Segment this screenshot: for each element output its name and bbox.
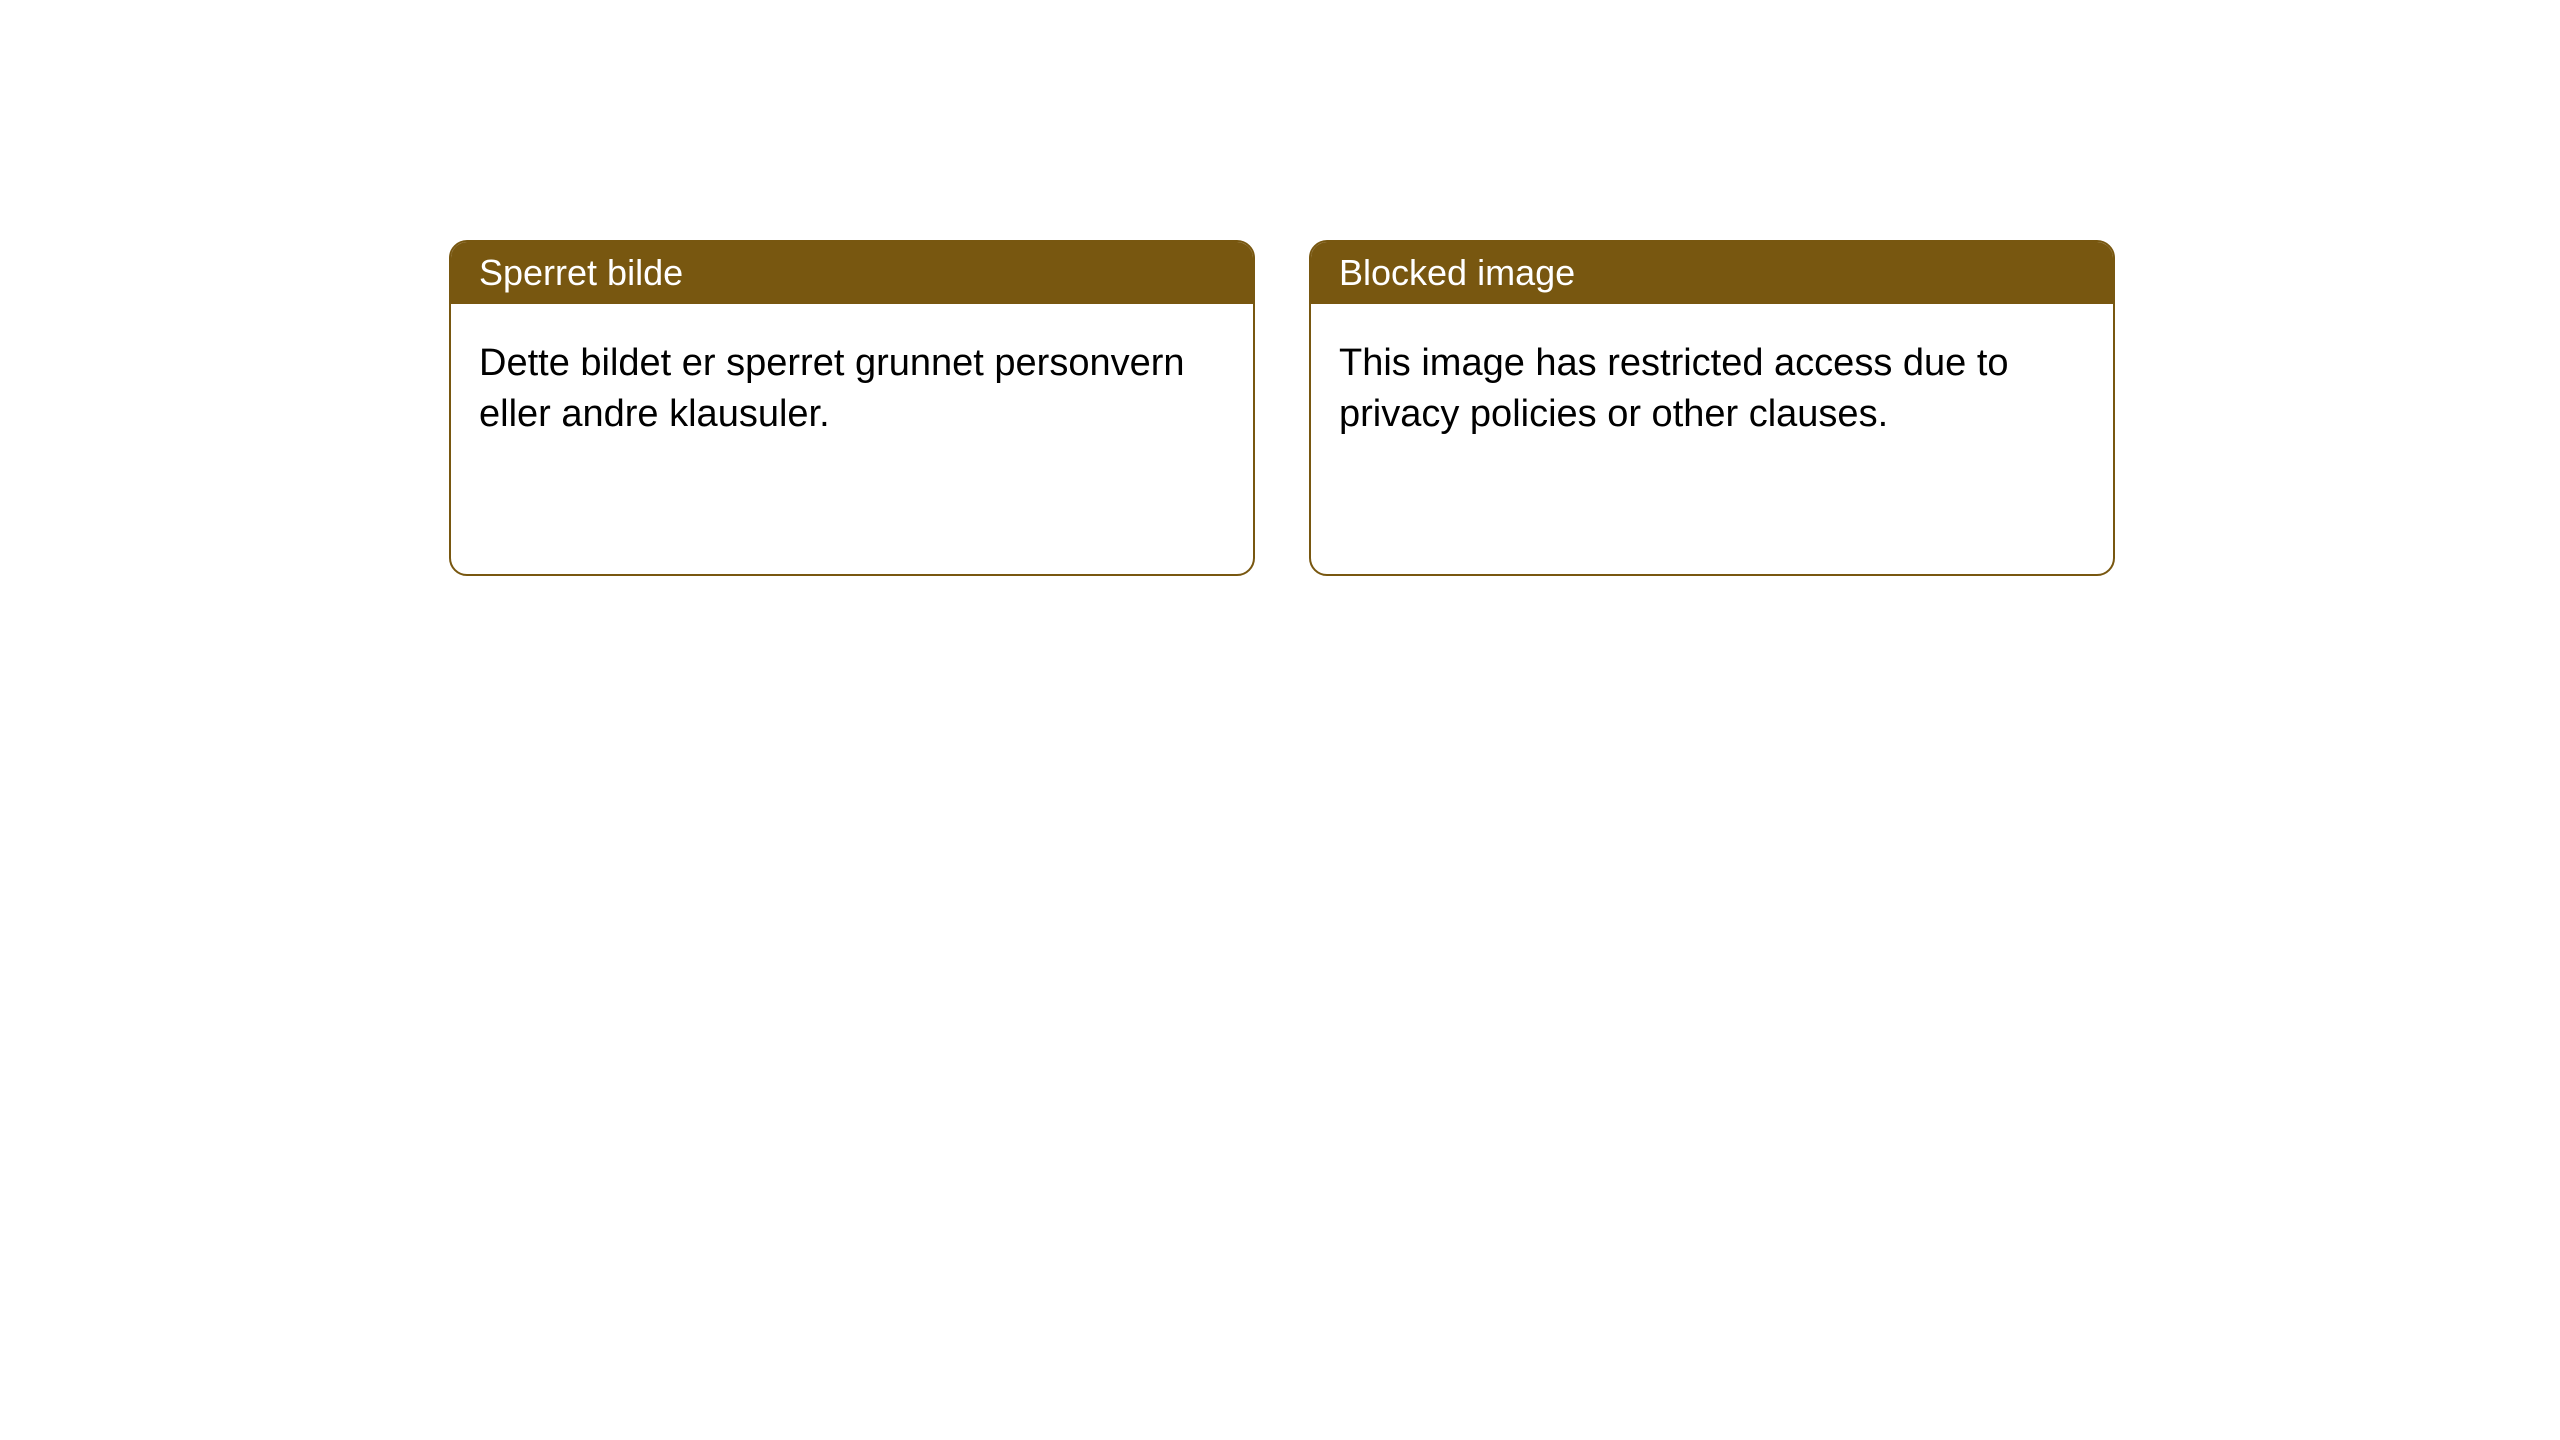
notice-card-english: Blocked image This image has restricted …: [1309, 240, 2115, 576]
notice-cards-container: Sperret bilde Dette bildet er sperret gr…: [449, 240, 2115, 576]
card-header-norwegian: Sperret bilde: [451, 242, 1253, 304]
card-title-english: Blocked image: [1339, 252, 1575, 293]
card-body-english: This image has restricted access due to …: [1311, 304, 2113, 475]
card-body-text-norwegian: Dette bildet er sperret grunnet personve…: [479, 342, 1185, 435]
notice-card-norwegian: Sperret bilde Dette bildet er sperret gr…: [449, 240, 1255, 576]
card-body-text-english: This image has restricted access due to …: [1339, 342, 2009, 435]
card-body-norwegian: Dette bildet er sperret grunnet personve…: [451, 304, 1253, 475]
card-header-english: Blocked image: [1311, 242, 2113, 304]
card-title-norwegian: Sperret bilde: [479, 252, 683, 293]
